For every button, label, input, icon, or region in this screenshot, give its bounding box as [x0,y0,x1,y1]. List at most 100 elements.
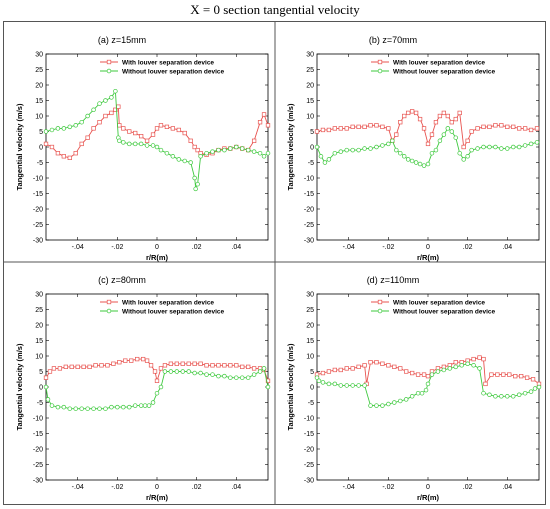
data-point-with [350,124,355,130]
data-point-with [144,358,150,363]
data-point-without [192,175,197,181]
data-point-without [318,154,324,159]
data-point-with [465,138,470,143]
data-point-without [170,154,176,159]
data-point-without [55,404,61,410]
data-point-without [138,403,144,408]
chart-panel-1: (a) z=15mm -30 -25 -20 -15 -10 -5 0 5 10 15 20 25 30 -… [15,35,271,262]
data-point-without [239,375,245,380]
data-point-without [322,160,328,165]
data-point-without [234,375,239,380]
data-point-without [265,150,271,156]
data-point-with [404,369,409,374]
data-point-without [394,147,399,153]
data-point-without [314,144,320,150]
y-tick-label: -30 [33,478,43,485]
data-point-with [344,366,349,371]
data-point-with [261,112,267,117]
data-point-with [362,363,367,368]
data-point-with [483,381,488,387]
data-point-with [477,355,482,360]
y-tick-label: -15 [304,191,314,198]
data-point-with [113,107,118,112]
data-point-without [449,129,455,134]
data-point-with [344,126,349,131]
x-tick-label: .04 [502,244,512,251]
data-point-with [507,372,512,377]
data-point-without [433,147,439,153]
data-point-with [109,110,114,116]
data-point-with [103,113,108,119]
data-point-with [374,123,379,128]
data-point-without [401,154,407,159]
y-tick-label: -10 [33,416,43,423]
data-point-with [320,127,326,133]
data-point-with [135,356,140,362]
legend-label: With louver separation device [393,299,485,306]
y-tick-label: 25 [35,67,43,74]
data-point-with [210,363,215,368]
y-tick-label: 0 [310,385,314,392]
data-point-without [228,146,233,151]
y-tick-label: -20 [33,447,43,454]
data-point-without [97,406,102,411]
data-point-with [402,113,407,119]
data-point-with [398,120,403,125]
y-tick-label: -20 [304,447,314,454]
data-point-with [93,363,98,368]
panel-title: (d) z=110mm [367,275,420,285]
data-point-with [433,120,439,125]
data-point-with [445,113,450,119]
y-tick-label: 25 [306,307,314,314]
data-point-with [129,358,134,363]
x-tick-label: .04 [231,484,241,491]
data-point-without [164,150,170,156]
data-point-with [501,372,506,377]
y-tick-label: 25 [306,67,314,74]
data-point-with [413,110,419,116]
x-tick-label: 0 [426,244,430,251]
chart-panel-3: (c) z=80mm -30 -25 -20 -15 -10 -5 0 5 10 15 20 25 30 -… [15,275,271,502]
data-point-with [469,129,474,134]
data-point-without [228,375,233,380]
panel-title: (c) z=80mm [98,275,146,285]
data-point-with [511,124,516,130]
x-tick-label: 0 [155,484,159,491]
data-point-without [326,157,332,162]
data-point-without [186,369,191,374]
data-point-with [380,361,385,366]
data-point-with [87,364,92,369]
data-point-without [245,375,251,380]
y-tick-label: -30 [304,238,314,245]
data-point-without [115,404,120,410]
data-point-without [195,181,200,187]
data-point-without [409,158,415,164]
data-point-with [188,138,193,143]
data-point-without [453,364,459,370]
data-point-without [332,150,338,156]
data-point-without [188,160,193,165]
data-point-without [398,398,403,404]
data-point-with [79,141,84,147]
y-tick-label: -15 [304,431,314,438]
data-point-without [257,369,263,374]
y-tick-label: 20 [35,323,43,330]
y-tick-label: 30 [35,292,43,299]
data-point-with [338,126,343,131]
legend-marker-with [377,59,383,65]
data-point-without [55,126,61,131]
data-point-with [73,151,78,156]
data-point-with [519,374,524,379]
data-point-with [481,124,486,130]
data-point-with [499,123,504,128]
y-tick-label: -5 [308,400,314,407]
data-point-with [453,360,458,365]
data-point-with [409,370,415,376]
series-line-with [316,110,538,149]
y-tick-label: -25 [304,462,314,469]
data-point-without [103,98,108,103]
y-axis-label: Tangential velocity (m/s) [15,343,24,430]
legend-marker-with [377,299,383,305]
y-tick-label: 10 [306,114,314,121]
data-point-without [469,147,474,153]
